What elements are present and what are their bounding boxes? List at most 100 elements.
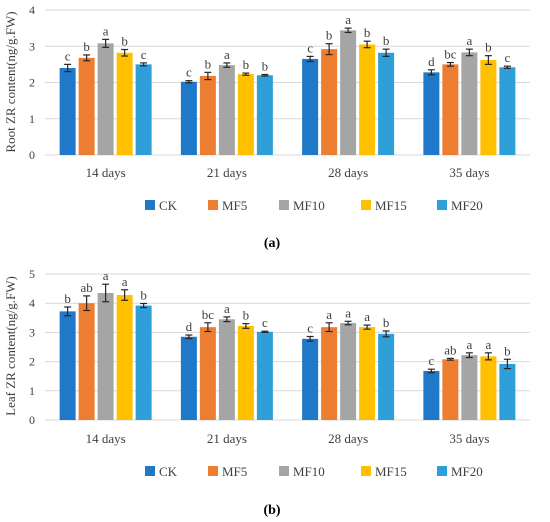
leaf-error-bar	[306, 335, 314, 342]
leaf-y-tick-label: 5	[29, 267, 35, 281]
root-legend-item-mf10: MF10	[279, 198, 325, 213]
root-bar-ck	[302, 58, 319, 155]
root-error-bar	[261, 73, 269, 77]
root-error-bar	[382, 48, 390, 58]
root-bar-mf15	[237, 74, 254, 155]
root-significance-letter: bc	[444, 47, 457, 62]
leaf-legend-swatch	[145, 466, 155, 476]
leaf-legend-item-ck: CK	[145, 464, 178, 479]
root-legend-label: MF5	[222, 198, 247, 213]
root-error-bar	[242, 72, 250, 76]
leaf-significance-letter: b	[64, 291, 71, 306]
leaf-y-tick-label: 1	[29, 384, 35, 398]
leaf-error-bar	[325, 322, 333, 333]
leaf-bar-mf10	[218, 319, 235, 420]
root-error-bar	[185, 80, 193, 84]
root-error-bar	[446, 61, 454, 67]
root-legend-swatch	[361, 200, 371, 210]
leaf-bar-mf15	[480, 356, 497, 420]
leaf-legend-item-mf5: MF5	[208, 464, 247, 479]
root-bar-mf5	[199, 75, 216, 155]
leaf-error-bar	[363, 324, 371, 330]
leaf-bar-mf15	[237, 325, 254, 420]
leaf-significance-letter: ab	[80, 280, 92, 295]
leaf-x-tick-label: 14 days	[86, 431, 126, 446]
leaf-legend-item-mf20: MF20	[437, 464, 483, 479]
root-bar-mf5	[321, 49, 338, 155]
root-error-bar	[465, 48, 473, 57]
leaf-bar-ck	[302, 338, 319, 420]
root-legend-item-ck: CK	[145, 198, 178, 213]
root-x-tick-label: 35 days	[449, 165, 489, 180]
leaf-bar-mf10	[340, 323, 357, 420]
root-x-tick-labels: 14 days 21 days 28 days 35 days	[86, 165, 490, 180]
root-bar-mf20	[256, 75, 273, 155]
root-error-bar	[484, 55, 492, 65]
leaf-legend-label: MF10	[293, 464, 325, 479]
root-significance-letter: b	[83, 39, 90, 54]
leaf-legend-swatch	[437, 466, 447, 476]
root-y-tick-label: 0	[29, 148, 35, 162]
leaf-error-bar	[121, 289, 129, 301]
root-significance-letter: a	[224, 47, 230, 62]
leaf-bar-mf20	[499, 363, 516, 420]
root-legend-item-mf20: MF20	[437, 198, 483, 213]
leaf-y-tick-label: 3	[29, 325, 35, 339]
leaf-error-bar	[446, 357, 454, 361]
leaf-legend-label: CK	[159, 464, 178, 479]
root-bar-mf5	[78, 57, 95, 155]
root-significance-letter: a	[345, 12, 351, 27]
leaf-panel-label: (b)	[263, 503, 280, 518]
root-error-bar	[204, 71, 212, 81]
root-significance-letter: b	[364, 25, 371, 40]
leaf-error-bar	[204, 322, 212, 333]
leaf-x-tick-labels: 14 days 21 days 28 days 35 days	[86, 431, 490, 446]
root-x-tick-label: 14 days	[86, 165, 126, 180]
leaf-bar-mf5	[199, 327, 216, 420]
leaf-y-tick-labels: 0 1 2 3 4 5	[29, 267, 35, 427]
root-error-bar	[102, 38, 110, 48]
root-error-bar	[121, 48, 129, 57]
root-error-bar	[306, 55, 314, 63]
leaf-legend: CK MF5 MF10 MF15 MF20	[145, 464, 483, 479]
root-y-tick-label: 2	[29, 76, 35, 90]
root-significance-letter: a	[103, 23, 109, 38]
leaf-error-bar	[64, 306, 72, 317]
root-panel-label: (a)	[264, 236, 281, 251]
root-significance-letter: b	[485, 40, 492, 55]
leaf-legend-label: MF20	[451, 464, 483, 479]
leaf-significance-letter: ab	[444, 342, 456, 357]
leaf-bar-mf5	[78, 303, 95, 420]
root-significance-letter: c	[186, 65, 192, 80]
leaf-legend-label: MF5	[222, 464, 247, 479]
leaf-significance-letter: b	[383, 315, 390, 330]
root-y-axis-label: Root ZR content(ng/g.FW)	[3, 11, 18, 152]
root-error-bar	[503, 65, 511, 69]
root-legend-swatch	[437, 200, 447, 210]
root-legend-label: MF10	[293, 198, 325, 213]
root-legend-item-mf15: MF15	[361, 198, 407, 213]
leaf-significance-letter: b	[140, 287, 147, 302]
root-significance-letter: c	[504, 50, 510, 65]
root-error-bar	[223, 62, 231, 68]
leaf-significance-letter: d	[186, 319, 193, 334]
leaf-significance-letter: a	[364, 309, 370, 324]
leaf-significance-letter: a	[466, 337, 472, 352]
leaf-error-bar	[382, 330, 390, 338]
leaf-y-tick-label: 0	[29, 413, 35, 427]
root-significance-letter: c	[65, 48, 71, 63]
root-significance-letter: b	[243, 57, 250, 72]
leaf-error-bar	[484, 352, 492, 361]
root-significance-letter: b	[121, 34, 128, 49]
root-legend-label: CK	[159, 198, 178, 213]
root-error-bar	[325, 43, 333, 56]
leaf-bar-mf15	[116, 295, 133, 420]
leaf-legend-swatch	[361, 466, 371, 476]
root-bar-mf15	[480, 60, 497, 155]
root-bar-mf20	[378, 52, 395, 155]
root-significance-letter: b	[205, 56, 212, 71]
